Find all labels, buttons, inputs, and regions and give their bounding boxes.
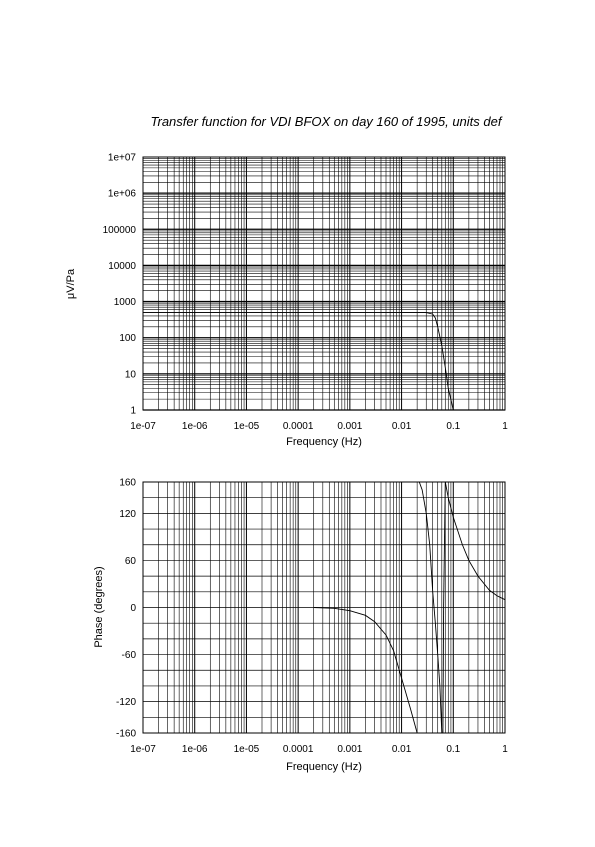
phase-y-tick-label: -120 [116,697,136,708]
phase-y-tick-label: 160 [119,478,136,489]
phase-x-tick-label: 1e-05 [234,744,260,755]
phase-series-line [442,607,445,734]
phase-series-line [444,481,506,601]
phase-series-line [418,481,434,592]
phase-x-tick-label: 1e-07 [130,744,156,755]
phase-x-tick-label: 0.0001 [283,744,314,755]
phase-series-line [313,607,418,734]
phase-y-tick-label: 120 [119,509,136,520]
amplitude-x-tick-label: 0.001 [337,421,362,432]
amplitude-x-tick-label: 0.01 [392,421,412,432]
phase-x-tick-label: 1e-06 [182,744,208,755]
phase-panel: 1e-07 1e-06 1e-05 0.0001 0.001 0.01 0.1 1 -160 -1… [93,478,508,774]
phase-grid [142,481,506,734]
amplitude-x-tick-label: 0.0001 [283,421,314,432]
phase-x-tick-label: 1 [502,744,508,755]
amplitude-y-tick-label: 1000 [114,297,137,308]
phase-tick-labels: 1e-07 1e-06 1e-05 0.0001 0.001 0.01 0.1 1 -160 -1… [116,478,508,756]
amplitude-x-tick-label: 1e-07 [130,421,156,432]
amplitude-y-tick-label: 10000 [108,261,136,272]
phase-y-axis-label: Phase (degrees) [93,566,105,647]
amplitude-y-axis-label: μV/Pa [65,268,77,299]
amplitude-tick-labels: 1e-07 1e-06 1e-05 0.0001 0.001 0.01 0.1 1 1 10 100… [103,153,509,433]
amplitude-y-tick-label: 100000 [103,225,137,236]
phase-series-line [443,481,446,608]
amplitude-x-tick-label: 1 [502,421,508,432]
amplitude-y-tick-label: 10 [125,369,137,380]
phase-x-tick-label: 0.1 [446,744,460,755]
phase-x-axis-label: Frequency (Hz) [286,761,362,773]
phase-y-tick-label: 60 [125,556,137,567]
amplitude-y-tick-label: 1 [130,406,136,417]
amplitude-x-axis-label: Frequency (Hz) [286,436,362,448]
amplitude-y-tick-label: 100 [119,333,136,344]
amplitude-y-tick-label: 1e+06 [108,189,137,200]
chart-title: Transfer function for VDI BFOX on day 16… [151,114,503,129]
amplitude-x-tick-label: 1e-06 [182,421,208,432]
amplitude-panel: 1e-07 1e-06 1e-05 0.0001 0.001 0.01 0.1 1 1 10 100… [65,153,508,449]
phase-y-tick-label: -160 [116,729,136,740]
phase-x-tick-label: 0.001 [337,744,362,755]
amplitude-series-line [143,312,454,411]
amplitude-x-tick-label: 0.1 [446,421,460,432]
phase-y-tick-label: 0 [130,603,136,614]
phase-x-tick-label: 0.01 [392,744,412,755]
amplitude-grid [142,156,506,411]
phase-series-line [432,591,443,734]
phase-series [313,481,506,734]
phase-y-tick-label: -60 [122,650,137,661]
amplitude-x-tick-label: 1e-05 [234,421,260,432]
amplitude-y-tick-label: 1e+07 [108,153,137,164]
